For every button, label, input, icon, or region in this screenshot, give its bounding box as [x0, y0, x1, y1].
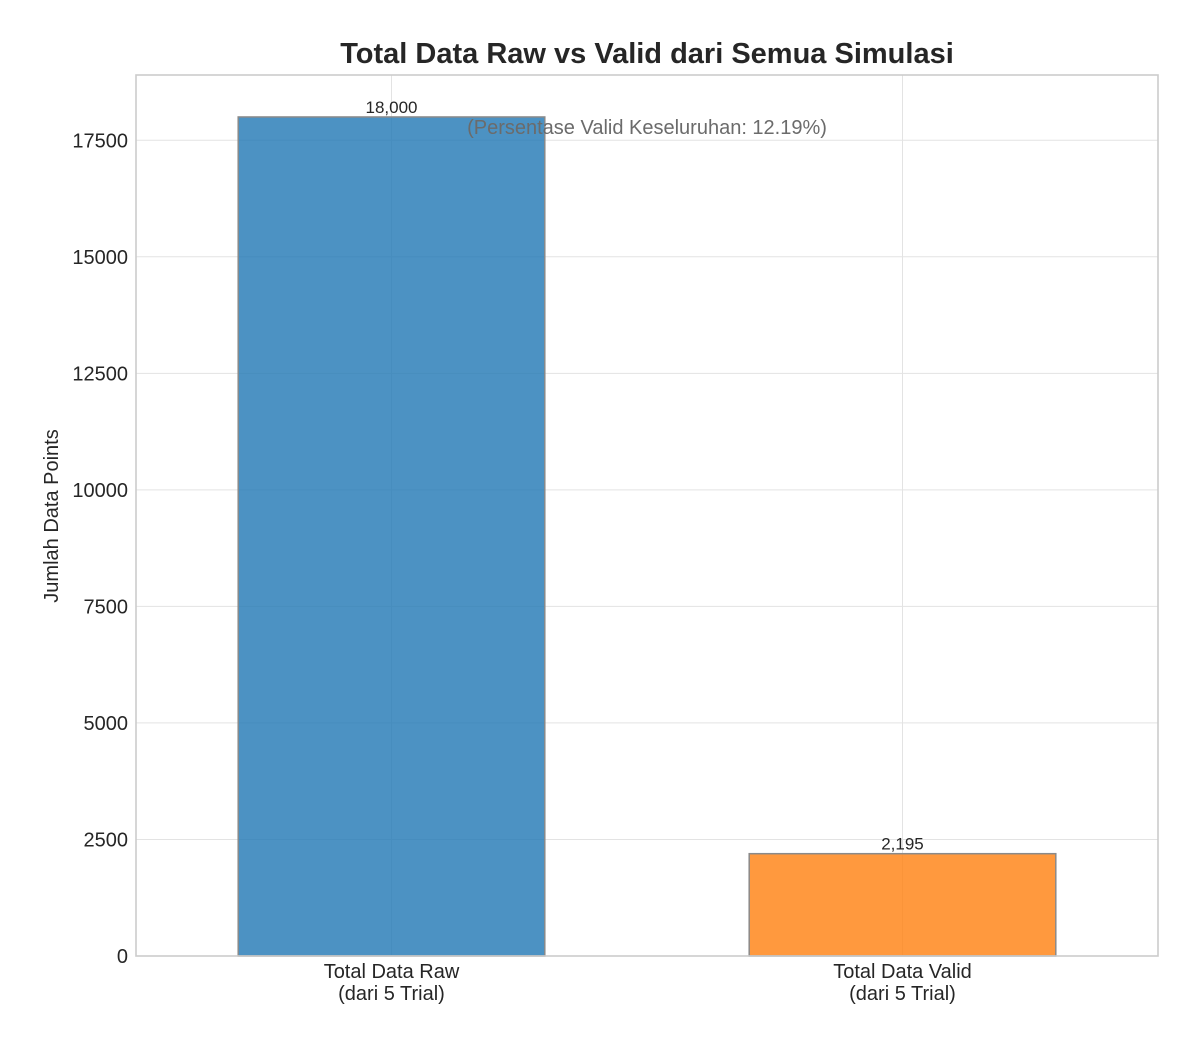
y-tick-label: 10000: [72, 480, 128, 502]
y-axis-label: Jumlah Data Points: [41, 429, 63, 602]
y-tick-label: 12500: [72, 363, 128, 385]
y-tick-label: 5000: [84, 713, 129, 735]
bar-value-label: 2,195: [881, 835, 924, 854]
y-tick-label: 15000: [72, 247, 128, 269]
y-tick-label: 7500: [84, 596, 129, 618]
bar: [237, 116, 546, 957]
plot-frame: [135, 74, 1159, 957]
x-tick-label: Total Data Raw (dari 5 Trial): [324, 961, 460, 1005]
y-tick-label: 0: [117, 946, 128, 968]
x-tick-label: Total Data Valid (dari 5 Trial): [833, 961, 972, 1005]
y-tick-label: 2500: [84, 829, 129, 851]
axes: 0 2500 5000 7500 10000 12500 15000 17500 Total D…: [72, 74, 1159, 1005]
bar-value-label: 18,000: [366, 98, 418, 117]
chart-title: Total Data Raw vs Valid dari Semua Simul…: [340, 38, 954, 70]
bars: 18,000 2,195: [237, 98, 1057, 957]
valid-percentage-annotation: (Persentase Valid Keseluruhan: 12.19%): [467, 117, 827, 139]
bar: [748, 852, 1057, 957]
y-tick-label: 17500: [72, 130, 128, 152]
